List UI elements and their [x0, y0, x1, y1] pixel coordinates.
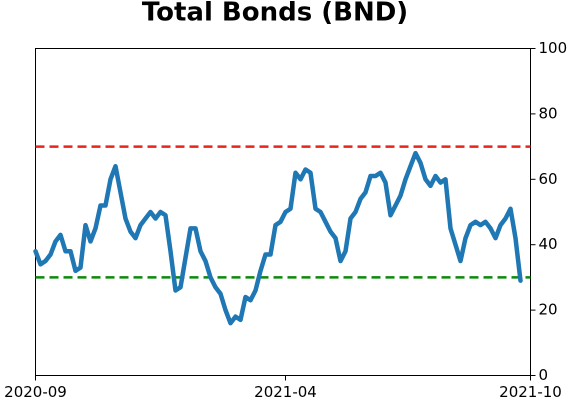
x-tick-label: 2021-04: [254, 383, 317, 401]
x-tick-label: 2021-10: [499, 383, 562, 401]
y-tick-label: 100: [539, 39, 568, 57]
y-tick-label: 0: [539, 366, 549, 384]
x-tick-label: 2020-09: [4, 383, 67, 401]
y-tick-label: 80: [539, 104, 558, 122]
data-line: [33, 150, 523, 326]
chart-title: Total Bonds (BND): [142, 0, 408, 28]
y-tick-label: 60: [539, 170, 558, 188]
plot-frame: [35, 48, 531, 376]
y-tick-label: 20: [539, 301, 558, 319]
y-tick-label: 40: [539, 235, 558, 253]
